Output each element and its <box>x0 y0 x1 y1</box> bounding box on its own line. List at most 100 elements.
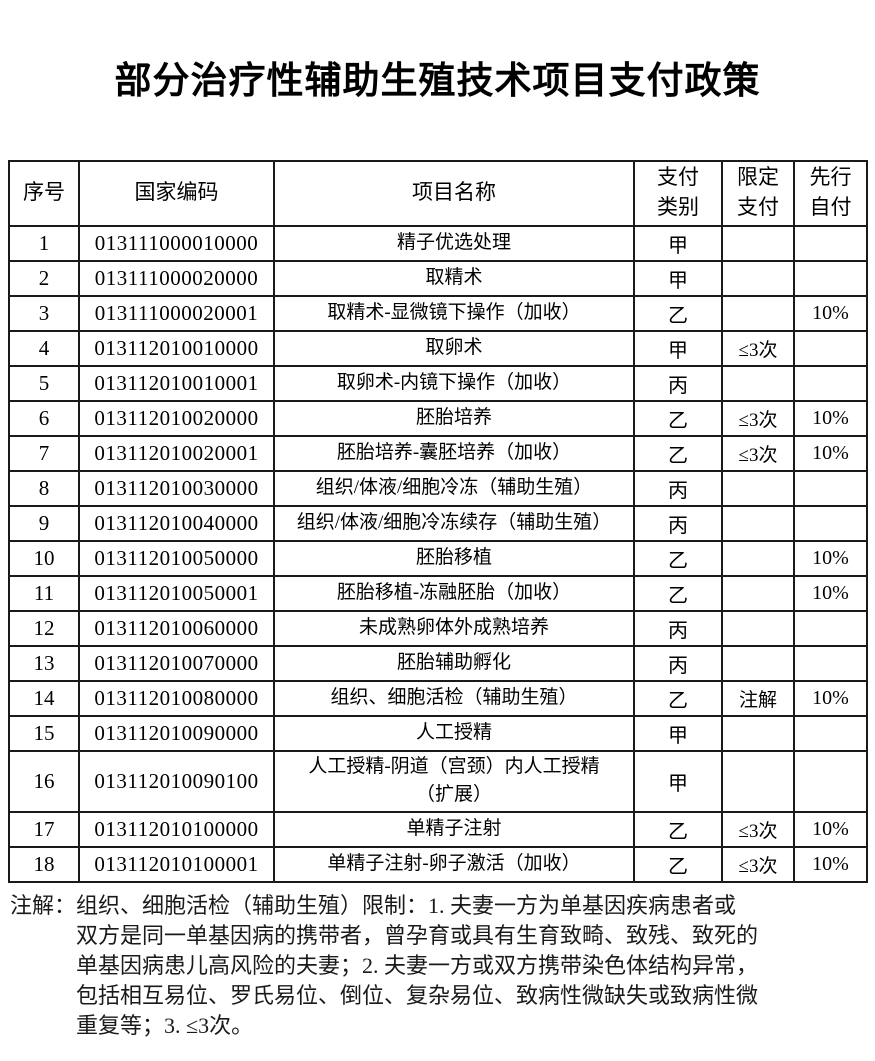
table-row: 13 013112010070000 胚胎辅助孵化丙 <box>8 644 868 682</box>
cell-self-pay: 10% <box>793 539 868 577</box>
cell-name: 胚胎培养 <box>273 399 635 437</box>
cell-code: 013112010080000 <box>78 679 275 717</box>
cell-pay-class: 丙 <box>633 364 723 402</box>
footnote: 注解： 组织、细胞活检（辅助生殖）限制：1. 夫妻一方为单基因疾病患者或 双方是… <box>10 891 869 1041</box>
cell-code: 013112010020000 <box>78 399 275 437</box>
cell-pay-class: 甲 <box>633 329 723 367</box>
cell-name: 单精子注射 <box>273 810 635 848</box>
table-row: 18 013112010100001 单精子注射-卵子激活（加收）乙 ≤3次 10% <box>8 845 868 883</box>
cell-limit <box>721 609 795 647</box>
cell-code: 013111000010000 <box>78 224 275 262</box>
cell-name: 取精术-显微镜下操作（加收） <box>273 294 635 332</box>
table-row: 11 013112010050001 胚胎移植-冻融胚胎（加收）乙 10% <box>8 574 868 612</box>
table-row: 12 013112010060000 未成熟卵体外成熟培养丙 <box>8 609 868 647</box>
cell-name: 未成熟卵体外成熟培养 <box>273 609 635 647</box>
cell-limit <box>721 539 795 577</box>
cell-seq: 1 <box>8 224 80 262</box>
cell-self-pay <box>793 714 868 752</box>
cell-seq: 4 <box>8 329 80 367</box>
header-limit: 限定 支付 <box>721 160 795 227</box>
cell-name: 胚胎移植-冻融胚胎（加收） <box>273 574 635 612</box>
cell-self-pay <box>793 329 868 367</box>
cell-limit <box>721 469 795 507</box>
table-row: 10 013112010050000 胚胎移植乙 10% <box>8 539 868 577</box>
table-row: 2 013111000020000 取精术甲 <box>8 259 868 297</box>
cell-pay-class: 乙 <box>633 399 723 437</box>
cell-pay-class: 乙 <box>633 845 723 883</box>
cell-self-pay <box>793 259 868 297</box>
cell-limit <box>721 224 795 262</box>
cell-name: 取卵术 <box>273 329 635 367</box>
cell-seq: 2 <box>8 259 80 297</box>
cell-limit: 注解 <box>721 679 795 717</box>
cell-limit: ≤3次 <box>721 845 795 883</box>
table-row: 9 013112010040000 组织/体液/细胞冷冻续存（辅助生殖）丙 <box>8 504 868 542</box>
cell-seq: 16 <box>8 749 80 813</box>
cell-pay-class: 甲 <box>633 259 723 297</box>
table-row: 17 013112010100000 单精子注射乙 ≤3次 10% <box>8 810 868 848</box>
cell-code: 013112010030000 <box>78 469 275 507</box>
cell-pay-class: 乙 <box>633 539 723 577</box>
cell-seq: 10 <box>8 539 80 577</box>
cell-self-pay <box>793 364 868 402</box>
cell-code: 013112010090000 <box>78 714 275 752</box>
table-header-row: 序号 国家编码 项目名称 支付 类别 限定 支付 先行 自付 <box>8 160 868 227</box>
cell-limit: ≤3次 <box>721 329 795 367</box>
table-body: 1 013111000010000 精子优选处理甲 2 013111000020000 取… <box>8 224 868 883</box>
cell-pay-class: 甲 <box>633 224 723 262</box>
cell-seq: 11 <box>8 574 80 612</box>
cell-limit <box>721 749 795 813</box>
table-row: 6 013112010020000 胚胎培养乙 ≤3次 10% <box>8 399 868 437</box>
cell-limit <box>721 574 795 612</box>
cell-pay-class: 丙 <box>633 504 723 542</box>
policy-table: 序号 国家编码 项目名称 支付 类别 限定 支付 先行 自付 1 01311100… <box>8 160 868 883</box>
cell-pay-class: 甲 <box>633 714 723 752</box>
cell-code: 013112010090100 <box>78 749 275 813</box>
header-self-pay: 先行 自付 <box>793 160 868 227</box>
cell-name: 取精术 <box>273 259 635 297</box>
cell-code: 013111000020000 <box>78 259 275 297</box>
cell-code: 013112010010000 <box>78 329 275 367</box>
page-title: 部分治疗性辅助生殖技术项目支付政策 <box>114 60 761 101</box>
cell-limit <box>721 364 795 402</box>
cell-name: 取卵术-内镜下操作（加收） <box>273 364 635 402</box>
table-row: 16 013112010090100 人工授精-阴道（宫颈）内人工授精 （扩展）甲 <box>8 749 868 813</box>
cell-self-pay <box>793 749 868 813</box>
cell-self-pay: 10% <box>793 399 868 437</box>
cell-code: 013112010060000 <box>78 609 275 647</box>
cell-seq: 18 <box>8 845 80 883</box>
cell-self-pay <box>793 504 868 542</box>
table-row: 4 013112010010000 取卵术甲 ≤3次 <box>8 329 868 367</box>
cell-name: 胚胎辅助孵化 <box>273 644 635 682</box>
cell-code: 013112010020001 <box>78 434 275 472</box>
table-row: 7 013112010020001 胚胎培养-囊胚培养（加收）乙 ≤3次 10% <box>8 434 868 472</box>
cell-name: 组织、细胞活检（辅助生殖） <box>273 679 635 717</box>
cell-limit: ≤3次 <box>721 434 795 472</box>
cell-seq: 3 <box>8 294 80 332</box>
cell-name: 人工授精-阴道（宫颈）内人工授精 （扩展） <box>273 749 635 813</box>
cell-code: 013112010050001 <box>78 574 275 612</box>
cell-seq: 5 <box>8 364 80 402</box>
cell-self-pay: 10% <box>793 845 868 883</box>
header-name: 项目名称 <box>273 160 635 227</box>
table-row: 15 013112010090000 人工授精甲 <box>8 714 868 752</box>
cell-code: 013112010050000 <box>78 539 275 577</box>
cell-seq: 12 <box>8 609 80 647</box>
footnote-text: 组织、细胞活检（辅助生殖）限制：1. 夫妻一方为单基因疾病患者或 双方是同一单基… <box>76 892 759 1038</box>
cell-code: 013112010100001 <box>78 845 275 883</box>
cell-name: 胚胎培养-囊胚培养（加收） <box>273 434 635 472</box>
cell-pay-class: 乙 <box>633 679 723 717</box>
table-row: 3 013111000020001 取精术-显微镜下操作（加收）乙 10% <box>8 294 868 332</box>
cell-name: 人工授精 <box>273 714 635 752</box>
cell-code: 013112010070000 <box>78 644 275 682</box>
cell-self-pay <box>793 644 868 682</box>
cell-limit <box>721 714 795 752</box>
cell-self-pay <box>793 224 868 262</box>
cell-code: 013112010100000 <box>78 810 275 848</box>
cell-pay-class: 乙 <box>633 574 723 612</box>
table-row: 1 013111000010000 精子优选处理甲 <box>8 224 868 262</box>
cell-seq: 6 <box>8 399 80 437</box>
cell-code: 013111000020001 <box>78 294 275 332</box>
cell-limit: ≤3次 <box>721 810 795 848</box>
